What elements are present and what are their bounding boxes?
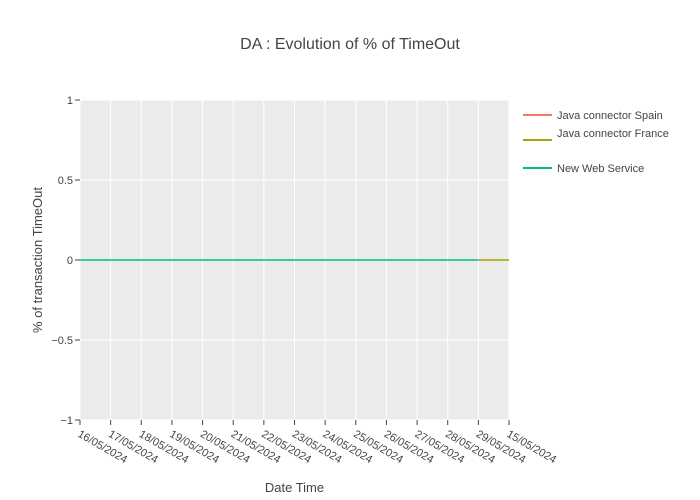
chart-title: DA : Evolution of % of TimeOut [240,36,460,53]
y-tick-label: −0.5 [51,335,73,347]
legend: Java connector Spain Java connector Franc… [523,110,669,175]
legend-label: Java connector Spain [557,110,663,122]
y-tick-label: 1 [67,95,73,107]
y-tick-label: 0 [67,255,73,267]
legend-label: New Web Service [557,163,644,175]
y-tick-label: 0.5 [58,175,73,187]
legend-label: Java connector France [557,128,669,140]
y-axis-title: % of transaction TimeOut [30,187,45,333]
x-axis-title: Date Time [265,480,324,495]
y-tick-label: −1 [60,415,73,427]
